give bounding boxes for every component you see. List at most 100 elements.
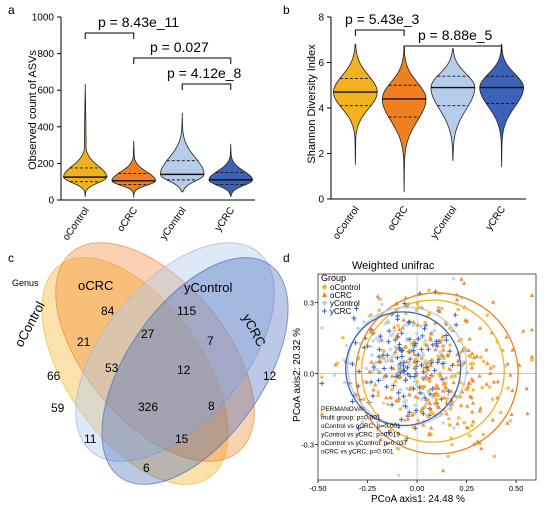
pcoa-point-oCRC: [400, 325, 406, 330]
pcoa-y-tick-label: -0.3: [301, 440, 314, 449]
pcoa-point-yCRC: [407, 319, 412, 325]
venn-ellipse-oControl: [41, 257, 229, 485]
pcoa-y-tick-label: 0.3: [304, 298, 314, 307]
pcoa-point-oCRC: [428, 331, 434, 336]
pcoa-point-yControl: [402, 323, 407, 328]
pcoa-point-oCRC: [418, 385, 423, 390]
pcoa-legend-label-oCRC: oCRC: [330, 291, 352, 300]
venn-region-oControl-yControl-yCRC: 11: [84, 432, 97, 446]
pcoa-point-yCRC: [384, 384, 390, 390]
pcoa-point-yControl: [420, 351, 425, 355]
b-x-tick-label-oCRC: oCRC: [386, 204, 411, 233]
pcoa-point-oCRC: [524, 386, 529, 391]
panel-a-pvalue-3: p = 4.12e_8: [167, 65, 242, 81]
b-violin-yControl: [430, 48, 476, 161]
pcoa-point-oCRC: [509, 412, 514, 417]
pcoa-point-oCRC: [397, 327, 402, 332]
pcoa-point-oCRC: [319, 411, 325, 416]
pcoa-point-oCRC: [437, 309, 442, 314]
panel-d-y-axis-label: PCoA axis2: 20.32 %: [292, 328, 303, 422]
pcoa-point-yControl: [413, 403, 417, 408]
pcoa-point-yCRC: [371, 364, 377, 370]
pcoa-point-yControl: [405, 386, 409, 391]
pcoa-point-oControl: [456, 371, 461, 375]
pcoa-point-yControl: [451, 276, 456, 281]
b-x-tick-label-yCRC: yCRC: [484, 204, 508, 232]
pcoa-point-yCRC: [401, 368, 407, 373]
panel-a-violin-chart: Observed count of ASVs p = 8.43e_11 p = …: [27, 13, 255, 243]
pcoa-point-yControl: [389, 333, 393, 338]
pcoa-point-oControl: [394, 346, 399, 351]
panel-a-y-axis-label: Observed count of ASVs: [27, 50, 39, 170]
pcoa-point-yCRC: [425, 346, 431, 352]
pcoa-point-yControl: [384, 359, 388, 364]
pcoa-point-yControl: [401, 404, 405, 408]
venn-ellipse-oCRC: [55, 242, 255, 462]
pcoa-point-oCRC: [375, 294, 380, 299]
a-x-tick-label-yCRC: yCRC: [213, 205, 237, 233]
pcoa-stats-line: oCRC vs yCRC: p=0.001: [321, 449, 394, 456]
pcoa-point-yCRC: [350, 399, 355, 404]
a-y-tick-label: 800: [37, 49, 54, 60]
pcoa-point-oCRC: [428, 406, 433, 411]
pcoa-point-yCRC: [407, 356, 413, 362]
pcoa-point-oControl: [485, 313, 489, 318]
pcoa-point-oCRC: [404, 359, 409, 364]
pcoa-point-oCRC: [454, 297, 460, 302]
pcoa-point-oCRC: [407, 349, 412, 354]
pcoa-point-yControl: [370, 353, 374, 357]
panel-b-y-axis-label: Shannon Diversity Index: [306, 44, 318, 164]
pcoa-point-oCRC: [420, 406, 425, 411]
pcoa-point-oCRC: [474, 354, 480, 359]
pcoa-point-yControl: [369, 344, 373, 349]
pcoa-point-oCRC: [405, 416, 411, 421]
pcoa-point-oControl: [413, 357, 418, 361]
pcoa-point-yControl: [412, 323, 416, 327]
venn-set-label-oControl: oControl: [11, 299, 47, 350]
pcoa-point-oControl: [446, 454, 450, 459]
pcoa-point-yCRC: [411, 348, 416, 354]
pcoa-point-oControl: [320, 375, 324, 379]
pcoa-point-oControl: [481, 432, 486, 437]
pcoa-point-oCRC: [413, 394, 418, 399]
pcoa-point-oCRC: [395, 332, 400, 337]
pcoa-point-oControl: [442, 356, 446, 361]
venn-region-oCRC-yControl: 27: [141, 327, 155, 341]
pcoa-point-yCRC: [356, 426, 361, 432]
pcoa-point-oCRC: [414, 372, 419, 377]
pcoa-point-yCRC: [447, 348, 453, 354]
pcoa-point-yCRC: [403, 403, 408, 409]
pcoa-point-oCRC: [453, 393, 458, 398]
pcoa-point-oCRC: [510, 347, 515, 352]
pcoa-point-oControl: [431, 374, 435, 378]
b-significance-bracket: [354, 29, 405, 36]
pcoa-point-oCRC: [415, 322, 420, 327]
pcoa-point-yControl: [320, 326, 324, 330]
pcoa-point-yControl: [415, 331, 419, 336]
pcoa-point-oCRC: [393, 398, 399, 403]
pcoa-point-yCRC: [415, 352, 421, 358]
pcoa-point-oControl: [412, 338, 417, 343]
pcoa-point-yControl: [381, 377, 385, 382]
pcoa-point-oCRC: [401, 317, 406, 322]
pcoa-point-oControl: [487, 385, 492, 389]
a-violin-oCRC: [111, 141, 157, 198]
pcoa-point-oCRC: [376, 370, 382, 375]
pcoa-point-oControl: [430, 358, 435, 362]
b-violin-oCRC: [381, 46, 427, 193]
pcoa-point-yControl: [398, 387, 403, 392]
pcoa-point-yControl: [424, 371, 428, 376]
pcoa-point-oCRC: [465, 384, 471, 389]
pcoa-point-oCRC: [428, 363, 434, 368]
pcoa-point-oCRC: [479, 446, 484, 451]
pcoa-legend-title: Group: [321, 273, 346, 283]
venn-region-oCRC-yControl-yCRC: 12: [177, 363, 191, 377]
pcoa-y-tick-label: 0.0: [304, 369, 314, 378]
pcoa-point-oControl: [396, 323, 400, 328]
a-x-tick-label-oCRC: oCRC: [116, 205, 141, 234]
pcoa-point-yCRC: [407, 337, 413, 342]
pcoa-point-yCRC: [419, 333, 425, 339]
pcoa-point-oControl: [436, 354, 440, 358]
pcoa-point-yCRC: [368, 379, 374, 385]
